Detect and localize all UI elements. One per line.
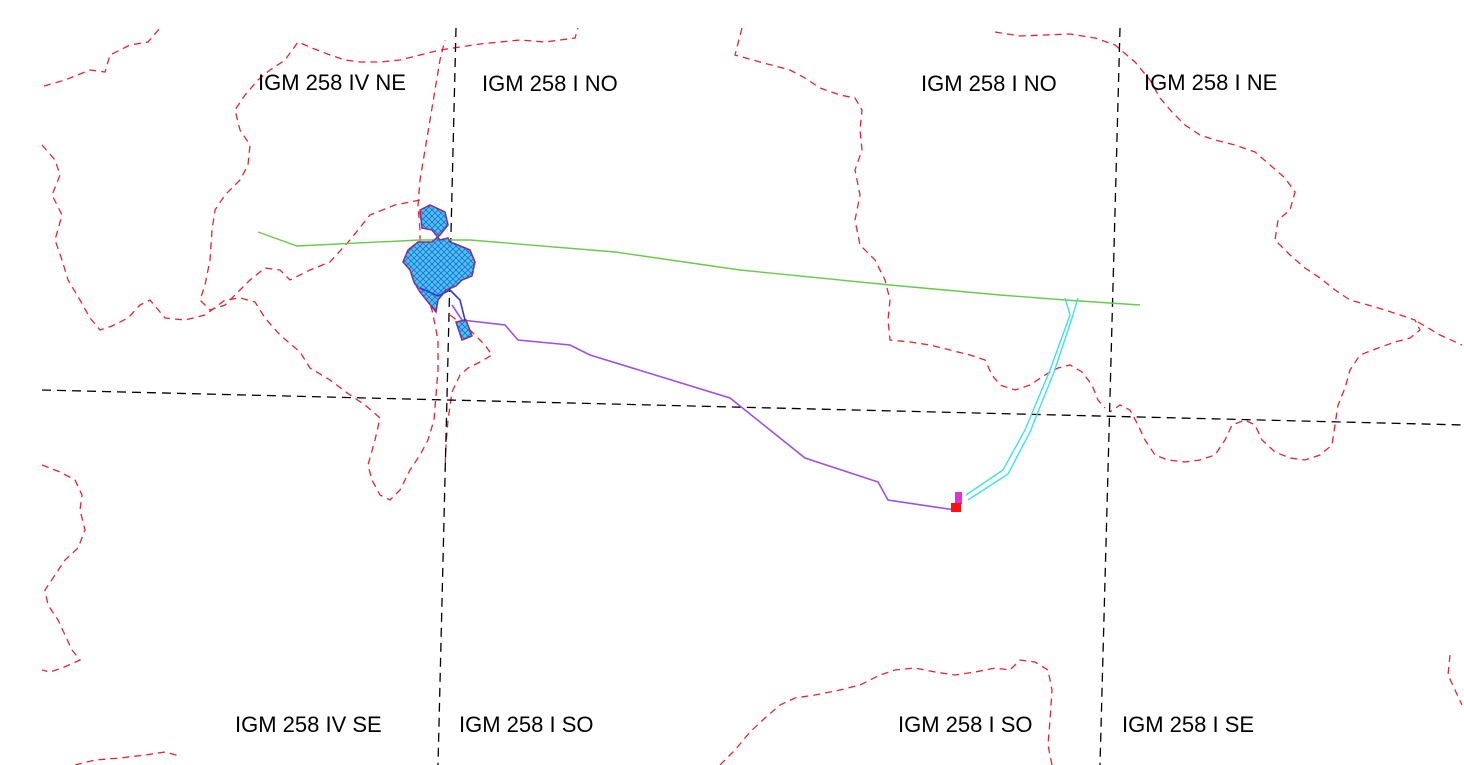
sheet-label-igm-258-iv-se: IGM 258 IV SE [235,712,382,737]
contour-line-far-east [1417,321,1463,346]
contour-line-nw-ridge [199,27,579,311]
site-polygon-south-edge [455,319,473,341]
contour-line-west-loop [41,39,446,501]
purple-route [451,304,956,511]
sheet-labels: IGM 258 IV NE IGM 258 I NO IGM 258 I NO … [235,70,1277,737]
sheet-grid [41,27,1464,765]
contour-line-ne [994,31,1421,463]
contour-lines [41,27,1463,765]
sheet-label-igm-258-i-no-left: IGM 258 I NO [482,71,618,96]
sheet-label-igm-258-i-so-left: IGM 258 I SO [459,712,594,737]
contour-line-site-south [444,314,493,471]
sheet-boundary-east [1099,27,1121,765]
sheet-label-igm-258-i-so-right: IGM 258 I SO [898,712,1033,737]
contour-line-sw-corner [74,751,181,765]
red-marker [951,503,961,512]
sheet-boundary-west [437,27,457,765]
magenta-marker [955,492,962,504]
cyan-route [965,297,1079,501]
road-line [257,231,1141,306]
destination-markers [951,492,962,512]
site-polygons [402,204,476,341]
sheet-label-igm-258-i-no-right: IGM 258 I NO [921,71,1057,96]
sheet-boundary-horizontal [41,389,1464,426]
sheet-label-igm-258-i-se: IGM 258 I SE [1122,712,1254,737]
cyan-route-line-a [965,297,1071,496]
site-polygon-main-edge [402,204,476,314]
sheet-label-igm-258-i-ne: IGM 258 I NE [1144,70,1277,95]
contour-line-nw-small [43,27,161,87]
contour-line-central [734,27,1106,409]
site-internal-track [419,287,466,321]
cyan-route-line-b [967,297,1079,501]
contour-line-se-corner [1447,654,1463,706]
contour-line-west-lower [41,464,86,673]
sheet-label-igm-258-iv-ne: IGM 258 IV NE [258,70,406,95]
